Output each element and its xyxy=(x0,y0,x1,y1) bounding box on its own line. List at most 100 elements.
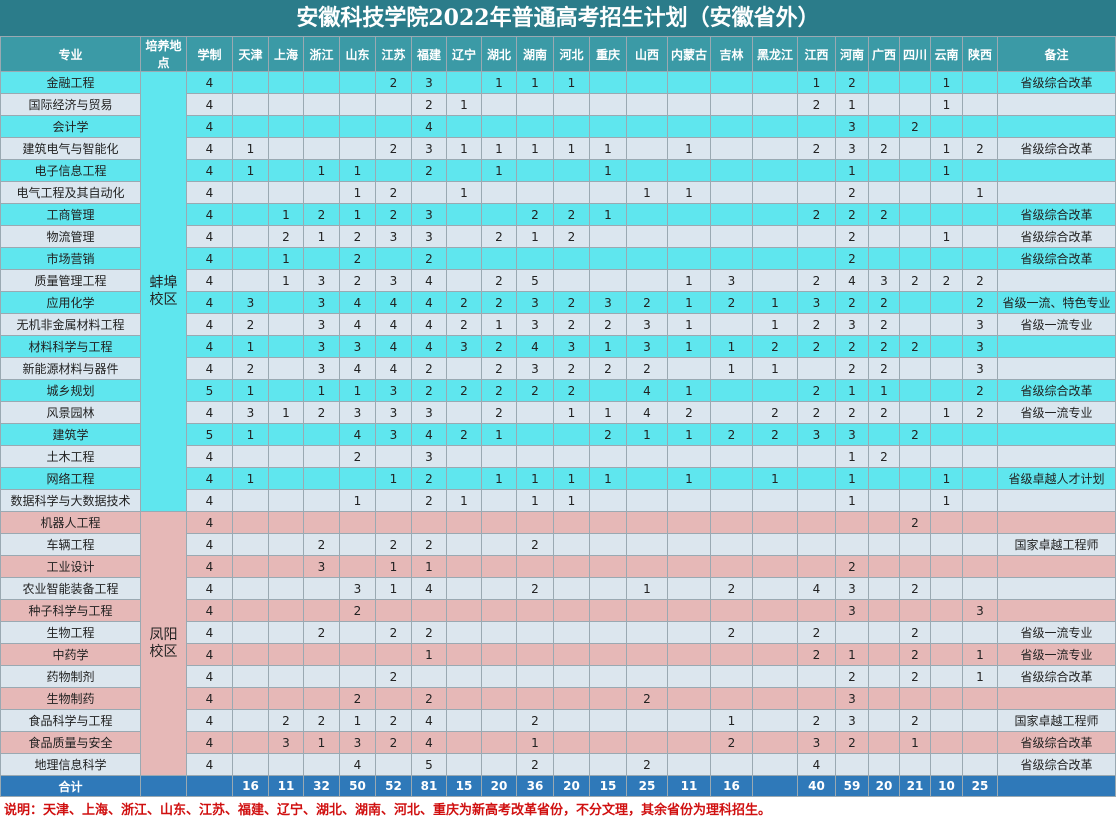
quota: 4 xyxy=(375,291,412,314)
quota: 2 xyxy=(752,401,798,424)
quota xyxy=(930,379,963,402)
total-value: 20 xyxy=(553,775,590,797)
years: 4 xyxy=(186,137,233,160)
quota: 2 xyxy=(516,203,554,226)
remark: 省级综合改革 xyxy=(997,137,1116,160)
quota: 4 xyxy=(411,577,447,600)
quota xyxy=(752,599,798,622)
quota xyxy=(797,445,836,468)
column-header: 河南 xyxy=(835,36,869,72)
quota xyxy=(303,489,340,512)
quota xyxy=(232,599,269,622)
quota xyxy=(339,467,376,490)
years: 4 xyxy=(186,291,233,314)
total-value: 21 xyxy=(899,775,931,797)
quota xyxy=(626,489,668,512)
quota: 2 xyxy=(835,665,869,688)
quota: 3 xyxy=(303,313,340,336)
quota xyxy=(268,115,304,138)
quota xyxy=(930,731,963,754)
quota: 2 xyxy=(626,687,668,710)
quota xyxy=(930,665,963,688)
quota xyxy=(930,313,963,336)
quota: 4 xyxy=(797,577,836,600)
quota xyxy=(446,709,482,732)
quota xyxy=(710,511,753,534)
quota: 1 xyxy=(835,643,869,666)
quota: 4 xyxy=(339,423,376,446)
years: 5 xyxy=(186,379,233,402)
quota xyxy=(446,687,482,710)
quota: 2 xyxy=(339,269,376,292)
quota: 1 xyxy=(553,137,590,160)
quota xyxy=(899,533,931,556)
quota xyxy=(589,533,627,556)
quota: 4 xyxy=(339,753,376,776)
quota xyxy=(481,665,517,688)
quota xyxy=(516,687,554,710)
quota: 4 xyxy=(411,731,447,754)
quota: 3 xyxy=(868,269,900,292)
quota xyxy=(626,621,668,644)
quota: 3 xyxy=(375,423,412,446)
quota: 3 xyxy=(516,291,554,314)
years: 4 xyxy=(186,533,233,556)
quota: 1 xyxy=(930,93,963,116)
quota xyxy=(868,489,900,512)
quota xyxy=(481,577,517,600)
table-row: 食品质量与安全 4 3 1 3 2 4 1 2 3 2 1 省级综合改革 xyxy=(0,731,1116,754)
quota xyxy=(710,467,753,490)
quota: 2 xyxy=(797,401,836,424)
quota: 1 xyxy=(667,467,711,490)
quota: 1 xyxy=(516,731,554,754)
total-value: 11 xyxy=(667,775,711,797)
quota xyxy=(835,753,869,776)
quota: 2 xyxy=(710,423,753,446)
quota xyxy=(375,489,412,512)
quota xyxy=(553,753,590,776)
quota xyxy=(626,555,668,578)
total-value: 15 xyxy=(589,775,627,797)
remark xyxy=(997,599,1116,622)
quota: 2 xyxy=(962,137,998,160)
quota xyxy=(868,71,900,94)
table-row: 生物工程 4 2 2 2 2 2 2 省级一流专业 xyxy=(0,621,1116,644)
quota xyxy=(589,511,627,534)
remark: 省级卓越人才计划 xyxy=(997,467,1116,490)
quota xyxy=(411,181,447,204)
quota xyxy=(962,93,998,116)
table-row: 农业智能装备工程 4 3 1 4 2 1 2 4 3 2 xyxy=(0,577,1116,600)
remark: 省级一流专业 xyxy=(997,401,1116,424)
quota: 1 xyxy=(339,709,376,732)
quota: 3 xyxy=(411,137,447,160)
quota xyxy=(752,709,798,732)
quota: 2 xyxy=(835,247,869,270)
quota: 1 xyxy=(930,467,963,490)
quota: 1 xyxy=(667,291,711,314)
quota xyxy=(930,335,963,358)
column-header: 学制 xyxy=(186,36,233,72)
quota: 1 xyxy=(667,269,711,292)
quota: 2 xyxy=(375,621,412,644)
quota: 3 xyxy=(962,599,998,622)
quota xyxy=(375,247,412,270)
quota xyxy=(553,621,590,644)
table-row: 市场营销 4 1 2 2 2 省级综合改革 xyxy=(0,247,1116,270)
quota xyxy=(868,621,900,644)
remark: 省级综合改革 xyxy=(997,753,1116,776)
quota: 3 xyxy=(835,313,869,336)
years: 4 xyxy=(186,489,233,512)
quota: 1 xyxy=(589,159,627,182)
quota xyxy=(481,621,517,644)
quota: 1 xyxy=(232,137,269,160)
quota xyxy=(232,665,269,688)
remark: 省级综合改革 xyxy=(997,379,1116,402)
column-header: 吉林 xyxy=(710,36,753,72)
years: 4 xyxy=(186,731,233,754)
major: 中药学 xyxy=(0,643,141,666)
quota xyxy=(303,423,340,446)
quota: 2 xyxy=(516,379,554,402)
quota xyxy=(899,401,931,424)
quota xyxy=(835,533,869,556)
quota xyxy=(710,643,753,666)
